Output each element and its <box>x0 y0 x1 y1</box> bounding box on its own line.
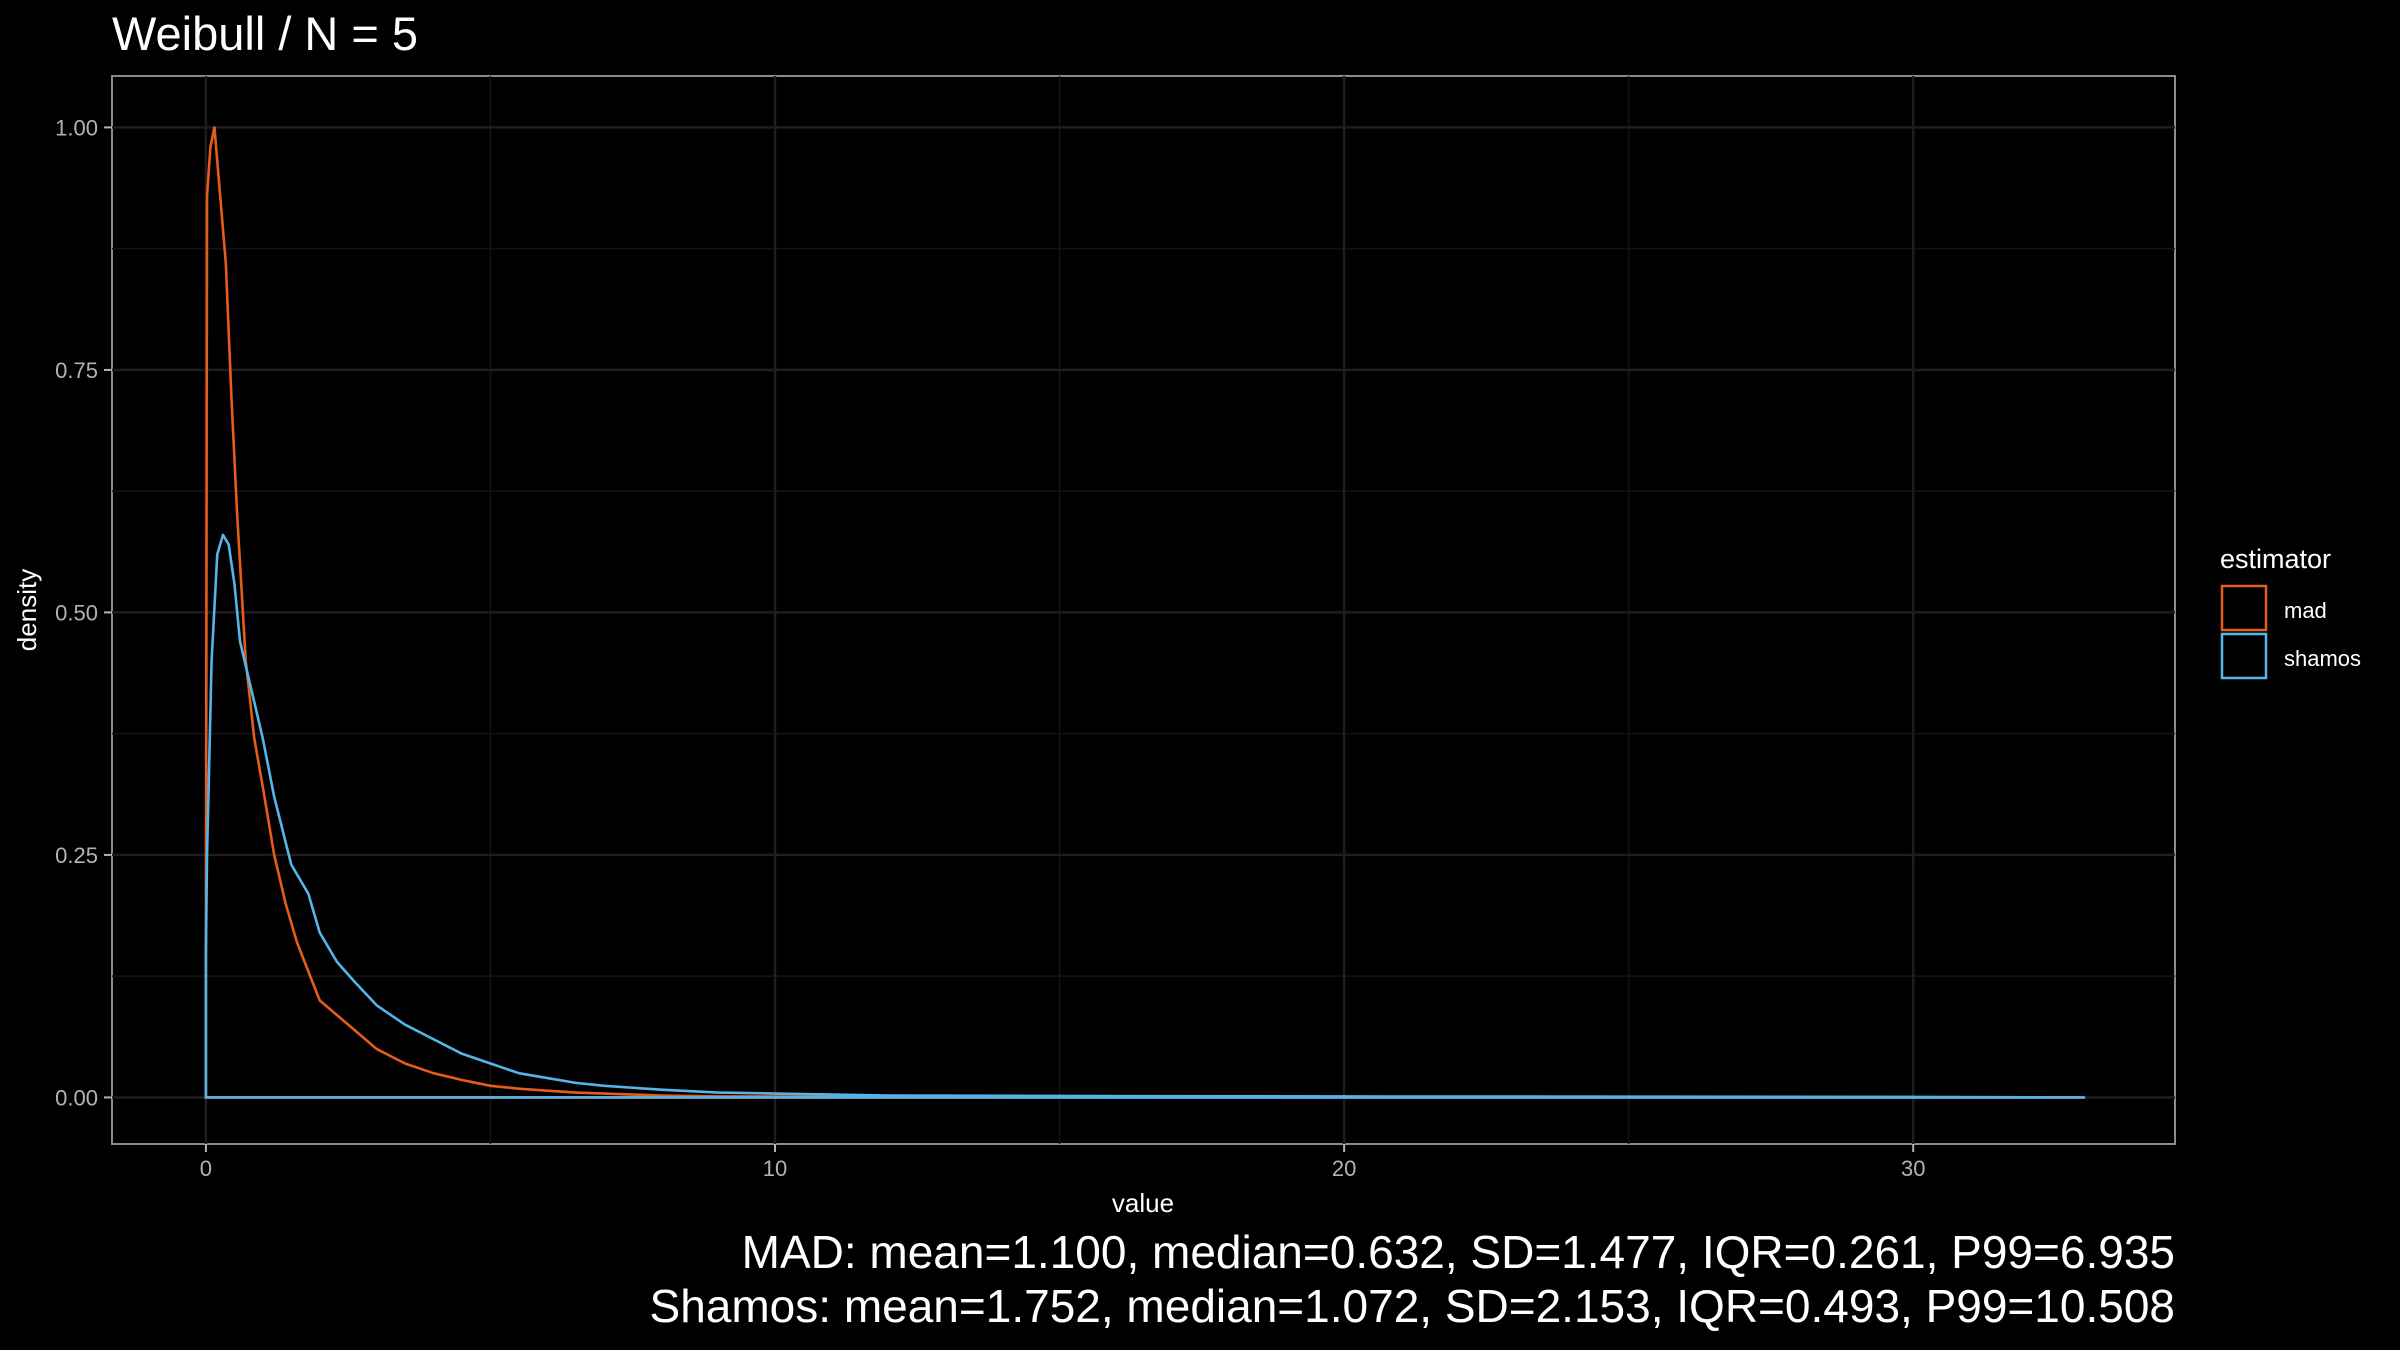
x-axis-ticks: 0 10 20 30 <box>200 1144 1925 1181</box>
y-tick-label: 0.75 <box>55 358 98 383</box>
y-tick-label: 1.00 <box>55 115 98 140</box>
minor-gridlines <box>112 76 2175 1144</box>
series-line-shamos <box>204 533 2086 1099</box>
legend-title: estimator <box>2220 544 2331 574</box>
legend-label-mad: mad <box>2284 598 2327 623</box>
caption-mad-stats: MAD: mean=1.100, median=0.632, SD=1.477,… <box>742 1226 2175 1278</box>
caption-shamos-stats: Shamos: mean=1.752, median=1.072, SD=2.1… <box>650 1280 2175 1332</box>
x-tick-label: 20 <box>1332 1156 1356 1181</box>
y-tick-label: 0.25 <box>55 843 98 868</box>
x-tick-label: 30 <box>1901 1156 1925 1181</box>
y-axis-label: density <box>12 569 42 651</box>
legend: estimator mad shamos <box>2220 544 2361 680</box>
legend-key-shamos <box>2220 632 2268 680</box>
legend-label-shamos: shamos <box>2284 646 2361 671</box>
y-tick-label: 0.50 <box>55 600 98 625</box>
x-axis-label: value <box>1112 1188 1174 1218</box>
x-tick-label: 10 <box>763 1156 787 1181</box>
chart-title: Weibull / N = 5 <box>112 7 418 60</box>
plot-panel <box>111 75 2176 1145</box>
x-tick-label: 0 <box>200 1156 212 1181</box>
panel-border <box>111 75 2176 1145</box>
y-axis-ticks: 0.00 0.25 0.50 0.75 1.00 <box>55 115 112 1110</box>
legend-key-mad <box>2220 584 2268 632</box>
series-lines <box>204 126 2086 1099</box>
y-tick-label: 0.00 <box>55 1085 98 1110</box>
